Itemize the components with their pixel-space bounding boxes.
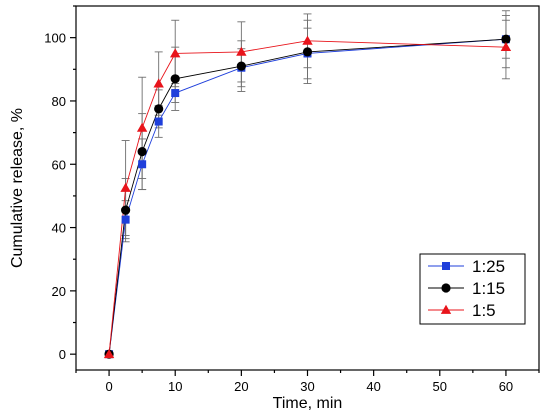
data-point	[171, 89, 180, 98]
data-point	[302, 47, 313, 57]
axes: 0 10 20 30 40 50 60 0 20 40 60 80 100 Time, min Cumula…	[9, 5, 540, 412]
x-tick-label: 30	[300, 379, 314, 394]
legend-label: 1:15	[472, 279, 505, 298]
y-tick-label: 60	[52, 157, 66, 172]
y-tick-label: 80	[52, 94, 66, 109]
data-point	[236, 61, 246, 71]
y-tick-label: 0	[59, 347, 66, 362]
data-point	[120, 182, 131, 192]
legend-marker	[441, 283, 451, 293]
legend-label: 1:25	[472, 257, 505, 276]
data-point	[136, 122, 148, 132]
x-axis-title: Time, min	[273, 395, 343, 412]
data-point	[170, 48, 181, 58]
x-tick-label: 40	[366, 379, 380, 394]
data-point	[137, 147, 147, 157]
data-point	[170, 74, 180, 84]
data-point	[302, 35, 313, 45]
data-point	[154, 117, 163, 126]
data-point	[500, 41, 512, 52]
y-axis-title: Cumulative release, %	[9, 108, 26, 268]
x-tick-label: 20	[234, 379, 248, 394]
series-line	[108, 38, 506, 355]
x-tick-label: 10	[168, 379, 182, 394]
x-tick-label: 60	[499, 379, 513, 394]
legend-marker	[440, 304, 452, 314]
legend: 1:25 1:15 1:5	[419, 253, 526, 325]
data-point	[121, 205, 131, 215]
data-point	[236, 46, 247, 56]
data-point	[103, 348, 115, 359]
data-point	[138, 160, 147, 169]
y-tick-label: 100	[44, 31, 66, 46]
x-tick-label: 0	[105, 379, 112, 394]
legend-marker	[442, 262, 450, 270]
series-line	[108, 40, 506, 355]
x-tick-label: 50	[433, 379, 447, 394]
y-tick-label: 40	[52, 221, 66, 236]
legend-label: 1:5	[472, 301, 496, 320]
data-point	[154, 104, 164, 114]
data-point	[153, 78, 164, 88]
y-tick-label: 20	[52, 284, 66, 299]
data-point	[501, 34, 511, 44]
data-point	[121, 215, 130, 224]
series-markers	[103, 34, 512, 359]
